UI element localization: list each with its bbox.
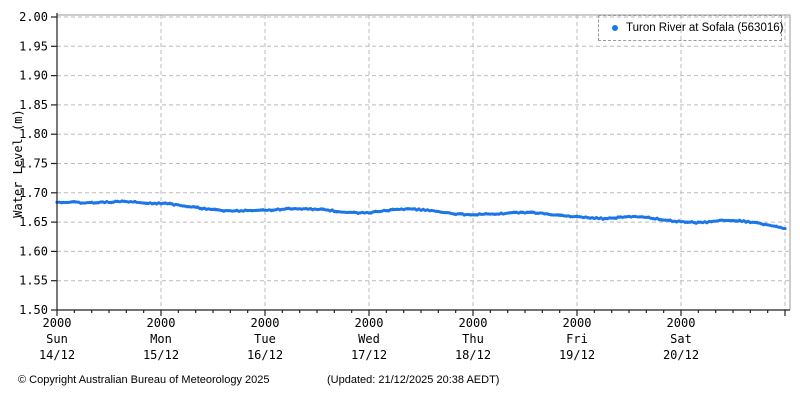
svg-text:Mon: Mon xyxy=(150,332,172,346)
svg-text:Tue: Tue xyxy=(254,332,276,346)
svg-text:15/12: 15/12 xyxy=(143,348,179,362)
svg-text:Thu: Thu xyxy=(462,332,484,346)
svg-text:2000: 2000 xyxy=(667,316,696,330)
svg-text:19/12: 19/12 xyxy=(559,348,595,362)
svg-text:1.80: 1.80 xyxy=(19,127,48,141)
svg-text:Fri: Fri xyxy=(566,332,588,346)
svg-text:2000: 2000 xyxy=(563,316,592,330)
svg-text:16/12: 16/12 xyxy=(247,348,283,362)
legend-label: Turon River at Sofala (563016) xyxy=(626,22,784,34)
svg-text:2000: 2000 xyxy=(251,316,280,330)
svg-text:2000: 2000 xyxy=(459,316,488,330)
svg-text:2000: 2000 xyxy=(355,316,384,330)
svg-text:14/12: 14/12 xyxy=(39,348,75,362)
svg-text:1.60: 1.60 xyxy=(19,244,48,258)
svg-text:1.70: 1.70 xyxy=(19,186,48,200)
svg-text:1.95: 1.95 xyxy=(19,39,48,53)
y-axis-title: Water Level (m) xyxy=(11,109,25,217)
svg-text:Wed: Wed xyxy=(358,332,380,346)
svg-text:1.55: 1.55 xyxy=(19,274,48,288)
svg-text:17/12: 17/12 xyxy=(351,348,387,362)
svg-text:1.65: 1.65 xyxy=(19,215,48,229)
footer-updated: (Updated: 21/12/2025 20:38 AEDT) xyxy=(327,374,500,386)
svg-text:1.85: 1.85 xyxy=(19,98,48,112)
svg-text:2000: 2000 xyxy=(147,316,176,330)
legend-marker-icon xyxy=(612,25,618,31)
svg-text:1.75: 1.75 xyxy=(19,157,48,171)
legend: Turon River at Sofala (563016) xyxy=(598,15,784,41)
svg-text:Sun: Sun xyxy=(46,332,68,346)
footer-copyright: © Copyright Australian Bureau of Meteoro… xyxy=(18,374,270,386)
svg-text:1.50: 1.50 xyxy=(19,303,48,317)
svg-text:18/12: 18/12 xyxy=(455,348,491,362)
svg-text:Sat: Sat xyxy=(670,332,692,346)
svg-text:1.90: 1.90 xyxy=(19,69,48,83)
svg-text:2.00: 2.00 xyxy=(19,10,48,24)
svg-text:2000: 2000 xyxy=(43,316,72,330)
svg-text:20/12: 20/12 xyxy=(663,348,699,362)
